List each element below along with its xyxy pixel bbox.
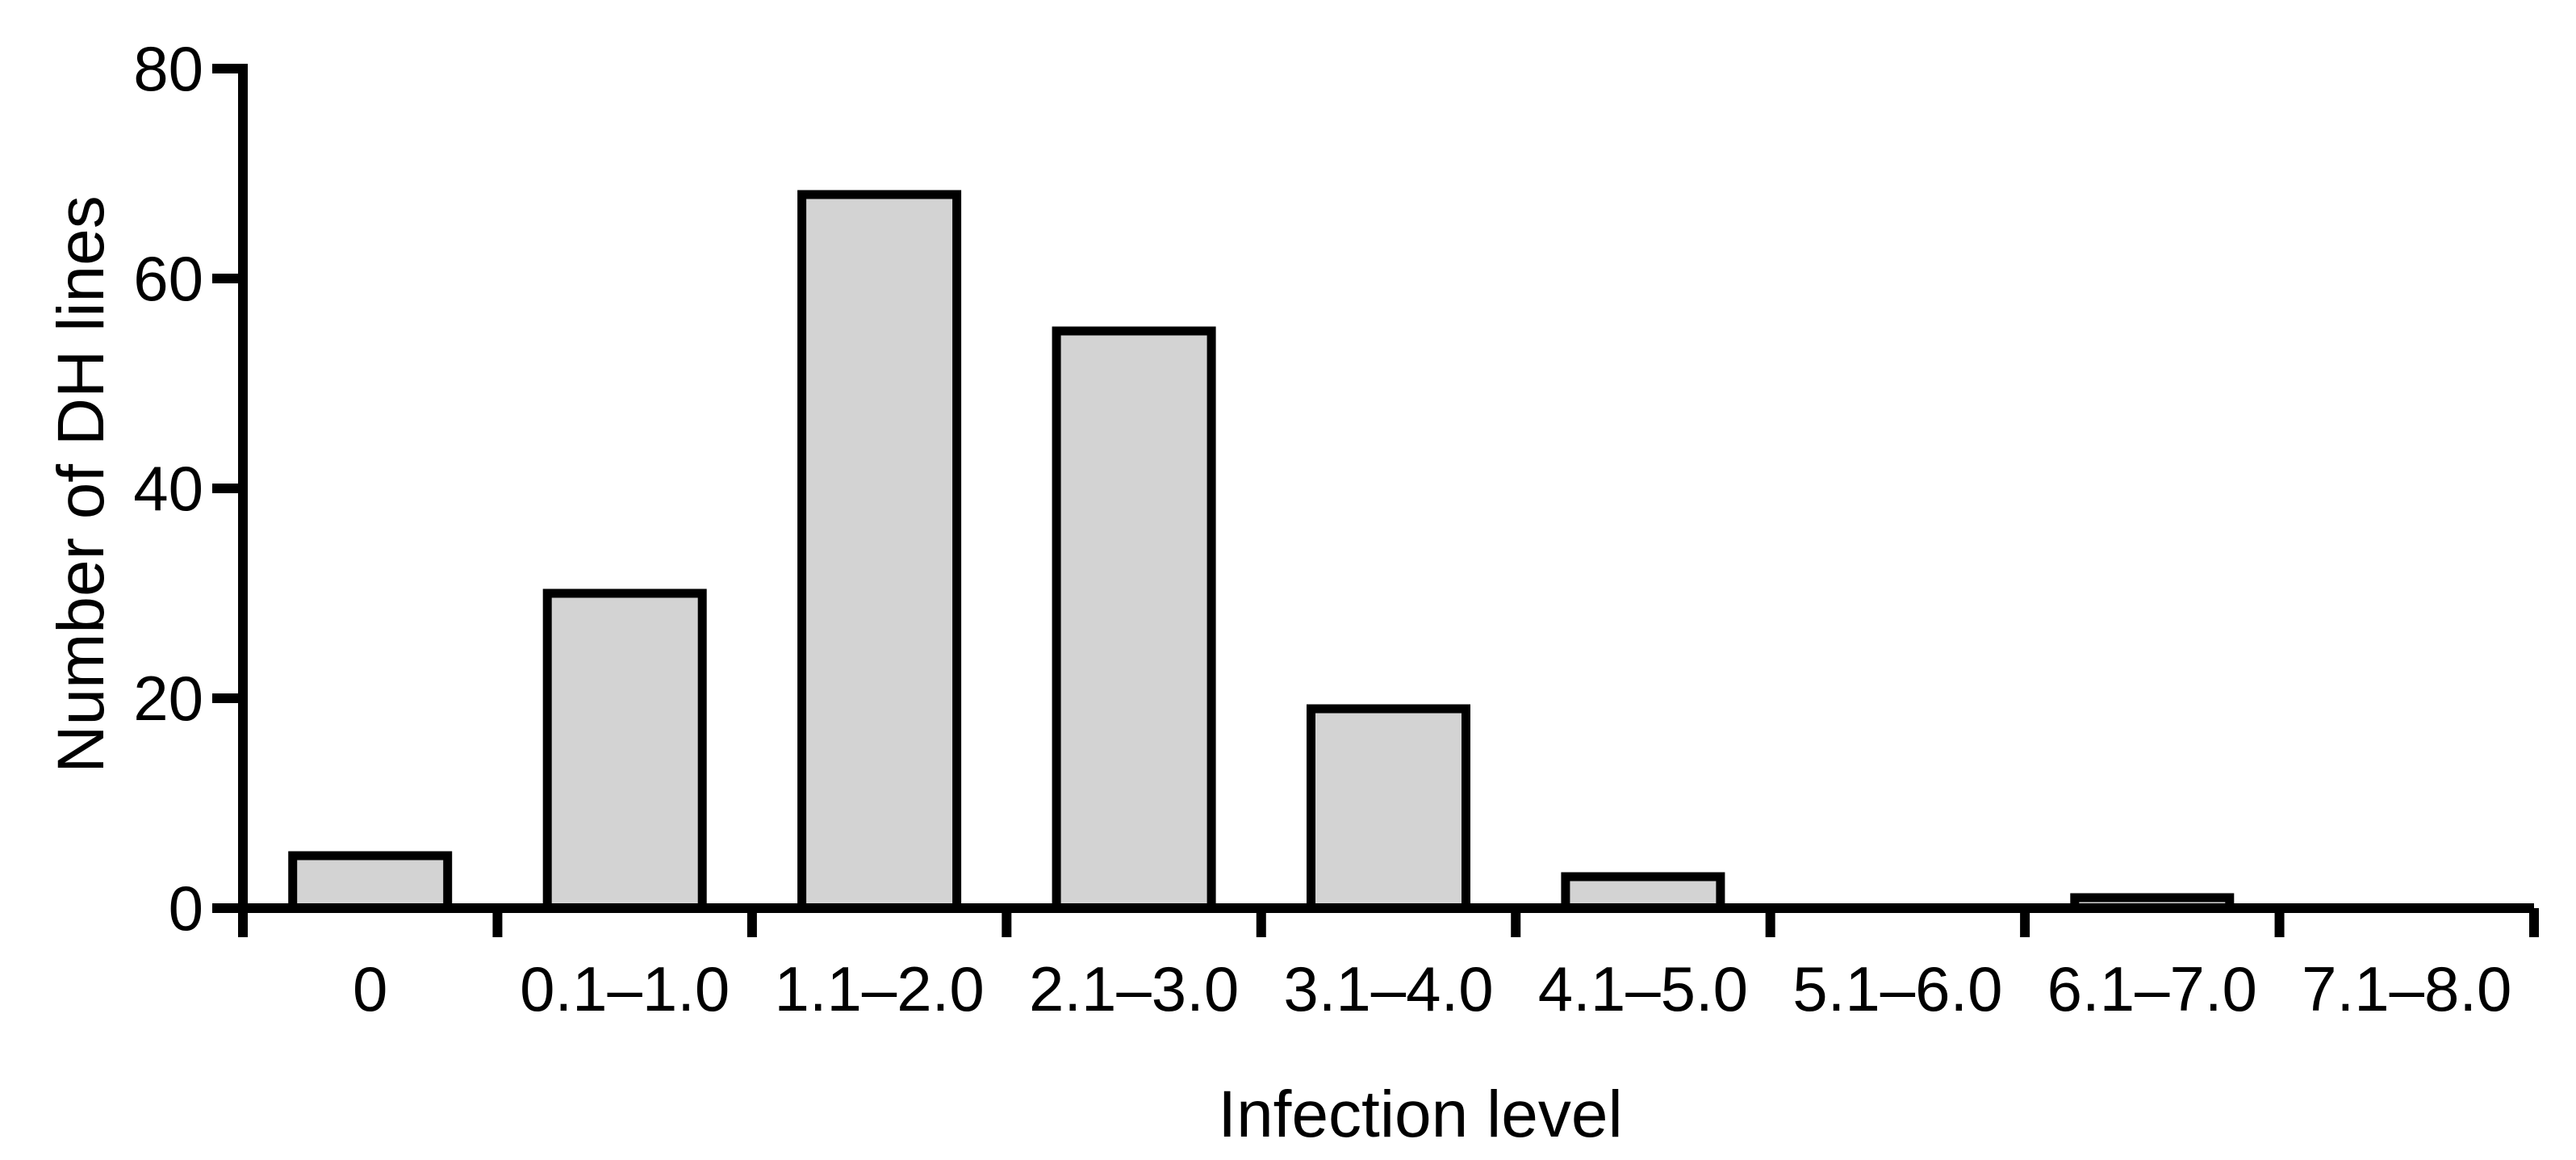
y-axis-ticks-group: 0 20 40 60 80 bbox=[133, 33, 243, 944]
x-tick-label: 1.1–2.0 bbox=[774, 953, 984, 1024]
y-tick-label: 60 bbox=[133, 243, 203, 314]
x-axis-title: Infection level bbox=[1218, 1078, 1622, 1151]
bar bbox=[1307, 704, 1470, 913]
y-tick-label: 80 bbox=[133, 33, 203, 104]
bar bbox=[288, 851, 453, 913]
y-tick-label: 0 bbox=[169, 873, 203, 944]
x-axis-ticks-group: 0 0.1–1.0 1.1–2.0 2.1–3.0 3.1–4.0 4.1–5.0 5.1–… bbox=[238, 908, 2539, 1024]
y-axis-title: Number of DH lines bbox=[44, 195, 118, 773]
x-tick-label: 2.1–3.0 bbox=[1029, 953, 1239, 1024]
x-tick-label: 3.1–4.0 bbox=[1283, 953, 1493, 1024]
bar bbox=[797, 190, 962, 913]
bar bbox=[1052, 326, 1216, 913]
bar bbox=[542, 588, 707, 913]
y-tick-label: 40 bbox=[133, 453, 203, 524]
x-tick-label: 0 bbox=[353, 953, 387, 1024]
x-tick-label: 4.1–5.0 bbox=[1538, 953, 1748, 1024]
y-tick-label: 20 bbox=[133, 663, 203, 734]
x-tick-label: 6.1–7.0 bbox=[2047, 953, 2257, 1024]
x-tick-label: 7.1–8.0 bbox=[2302, 953, 2511, 1024]
x-tick-label: 5.1–6.0 bbox=[1792, 953, 2002, 1024]
bars-group bbox=[288, 190, 2235, 913]
x-tick-label: 0.1–1.0 bbox=[520, 953, 730, 1024]
